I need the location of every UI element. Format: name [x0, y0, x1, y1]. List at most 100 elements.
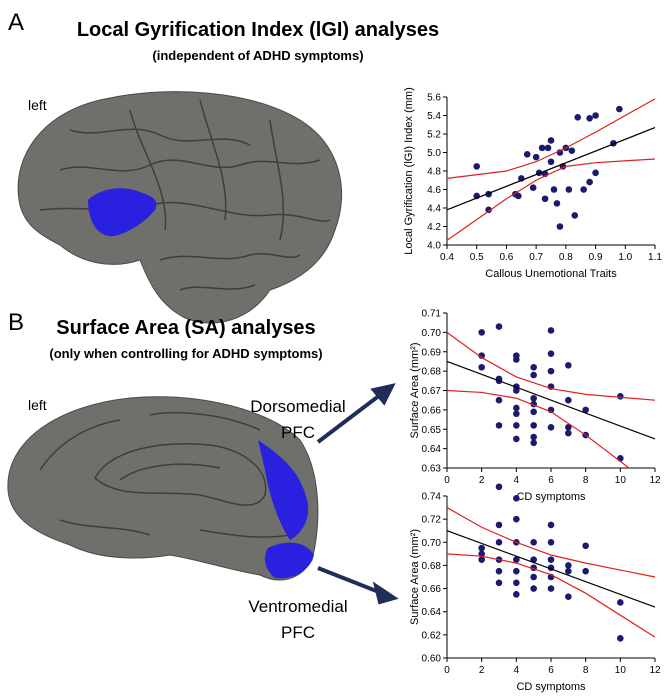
- y-tick-label: 0.67: [422, 386, 442, 397]
- figure: A Local Gyrification Index (lGI) analyse…: [0, 0, 666, 697]
- point: [551, 186, 558, 193]
- point: [539, 145, 546, 152]
- point: [617, 599, 624, 606]
- point: [496, 323, 503, 330]
- point: [592, 170, 599, 177]
- point: [478, 364, 485, 371]
- x-tick-label: 0.5: [470, 252, 484, 263]
- hemisphere-label: left: [28, 97, 47, 113]
- point: [533, 154, 540, 161]
- fit-line: [447, 332, 655, 400]
- point: [530, 395, 537, 402]
- point: [478, 329, 485, 336]
- y-tick-label: 4.6: [427, 185, 441, 196]
- point: [496, 397, 503, 404]
- point: [513, 422, 520, 429]
- point: [545, 145, 552, 152]
- panel-label: B: [8, 309, 24, 336]
- y-tick-label: 0.66: [422, 584, 442, 595]
- brain-lateral: [18, 92, 341, 323]
- point: [530, 539, 537, 546]
- fit-line: [447, 159, 655, 240]
- point: [530, 574, 537, 581]
- point: [548, 368, 555, 375]
- fit-line: [447, 391, 629, 469]
- point: [542, 195, 549, 202]
- point: [513, 579, 520, 586]
- x-tick-label: 0.7: [529, 252, 543, 263]
- point: [548, 556, 555, 563]
- point: [548, 158, 555, 165]
- point: [496, 539, 503, 546]
- x-tick-label: 0.8: [559, 252, 573, 263]
- point: [582, 542, 589, 549]
- point: [592, 112, 599, 119]
- y-tick-label: 4.4: [427, 204, 441, 215]
- y-axis-label: Surface Area (mm²): [409, 343, 421, 439]
- x-tick-label: 0: [444, 665, 450, 676]
- y-tick-label: 4.0: [427, 241, 441, 252]
- point: [548, 522, 555, 529]
- x-tick-label: 0.6: [499, 252, 513, 263]
- point: [554, 200, 561, 207]
- x-tick-label: 2: [479, 475, 485, 486]
- point: [478, 556, 485, 563]
- y-tick-label: 0.69: [422, 347, 442, 358]
- y-tick-label: 0.70: [422, 538, 442, 549]
- panel-label: A: [8, 9, 24, 36]
- y-tick-label: 0.62: [422, 630, 442, 641]
- point: [530, 184, 537, 191]
- x-tick-label: 1.1: [648, 252, 662, 263]
- x-tick-label: 6: [548, 665, 554, 676]
- y-tick-label: 0.65: [422, 425, 442, 436]
- point: [565, 562, 572, 569]
- point: [515, 193, 522, 200]
- point: [565, 397, 572, 404]
- point: [617, 393, 624, 400]
- y-axis-label: Surface Area (mm²): [409, 529, 421, 625]
- point: [548, 350, 555, 357]
- x-tick-label: 8: [583, 475, 589, 486]
- point: [580, 186, 587, 193]
- point: [530, 440, 537, 447]
- point: [566, 186, 573, 193]
- y-tick-label: 4.2: [427, 222, 441, 233]
- y-tick-label: 5.6: [427, 93, 441, 104]
- x-tick-label: 4: [514, 475, 520, 486]
- point: [530, 409, 537, 416]
- y-tick-label: 5.4: [427, 111, 441, 122]
- region-label: Ventromedial: [248, 597, 347, 616]
- point: [530, 364, 537, 371]
- point: [617, 635, 624, 642]
- y-tick-label: 0.66: [422, 405, 442, 416]
- y-tick-label: 5.0: [427, 148, 441, 159]
- point: [513, 568, 520, 575]
- point: [582, 568, 589, 575]
- brain-medial: [8, 397, 318, 580]
- y-axis-label: Local Gyrification (lGI) Index (mm): [403, 87, 415, 254]
- y-tick-label: 0.72: [422, 515, 442, 526]
- point: [496, 422, 503, 429]
- point: [548, 539, 555, 546]
- point: [513, 495, 520, 502]
- point: [513, 356, 520, 363]
- panel-subtitle: (independent of ADHD symptoms): [152, 48, 363, 63]
- point: [524, 151, 531, 158]
- region-label: PFC: [281, 623, 315, 642]
- point: [565, 430, 572, 437]
- x-tick-label: 8: [583, 665, 589, 676]
- point: [548, 137, 555, 144]
- y-tick-label: 0.70: [422, 328, 442, 339]
- y-tick-label: 0.74: [422, 492, 442, 503]
- panel-subtitle: (only when controlling for ADHD symptoms…: [49, 346, 322, 361]
- y-tick-label: 0.64: [422, 444, 442, 455]
- point: [586, 115, 593, 122]
- point: [586, 179, 593, 186]
- x-tick-label: 4: [514, 665, 520, 676]
- x-tick-label: 0.9: [589, 252, 603, 263]
- region-label: Dorsomedial: [250, 397, 345, 416]
- y-tick-label: 4.8: [427, 167, 441, 178]
- y-tick-label: 0.60: [422, 654, 442, 665]
